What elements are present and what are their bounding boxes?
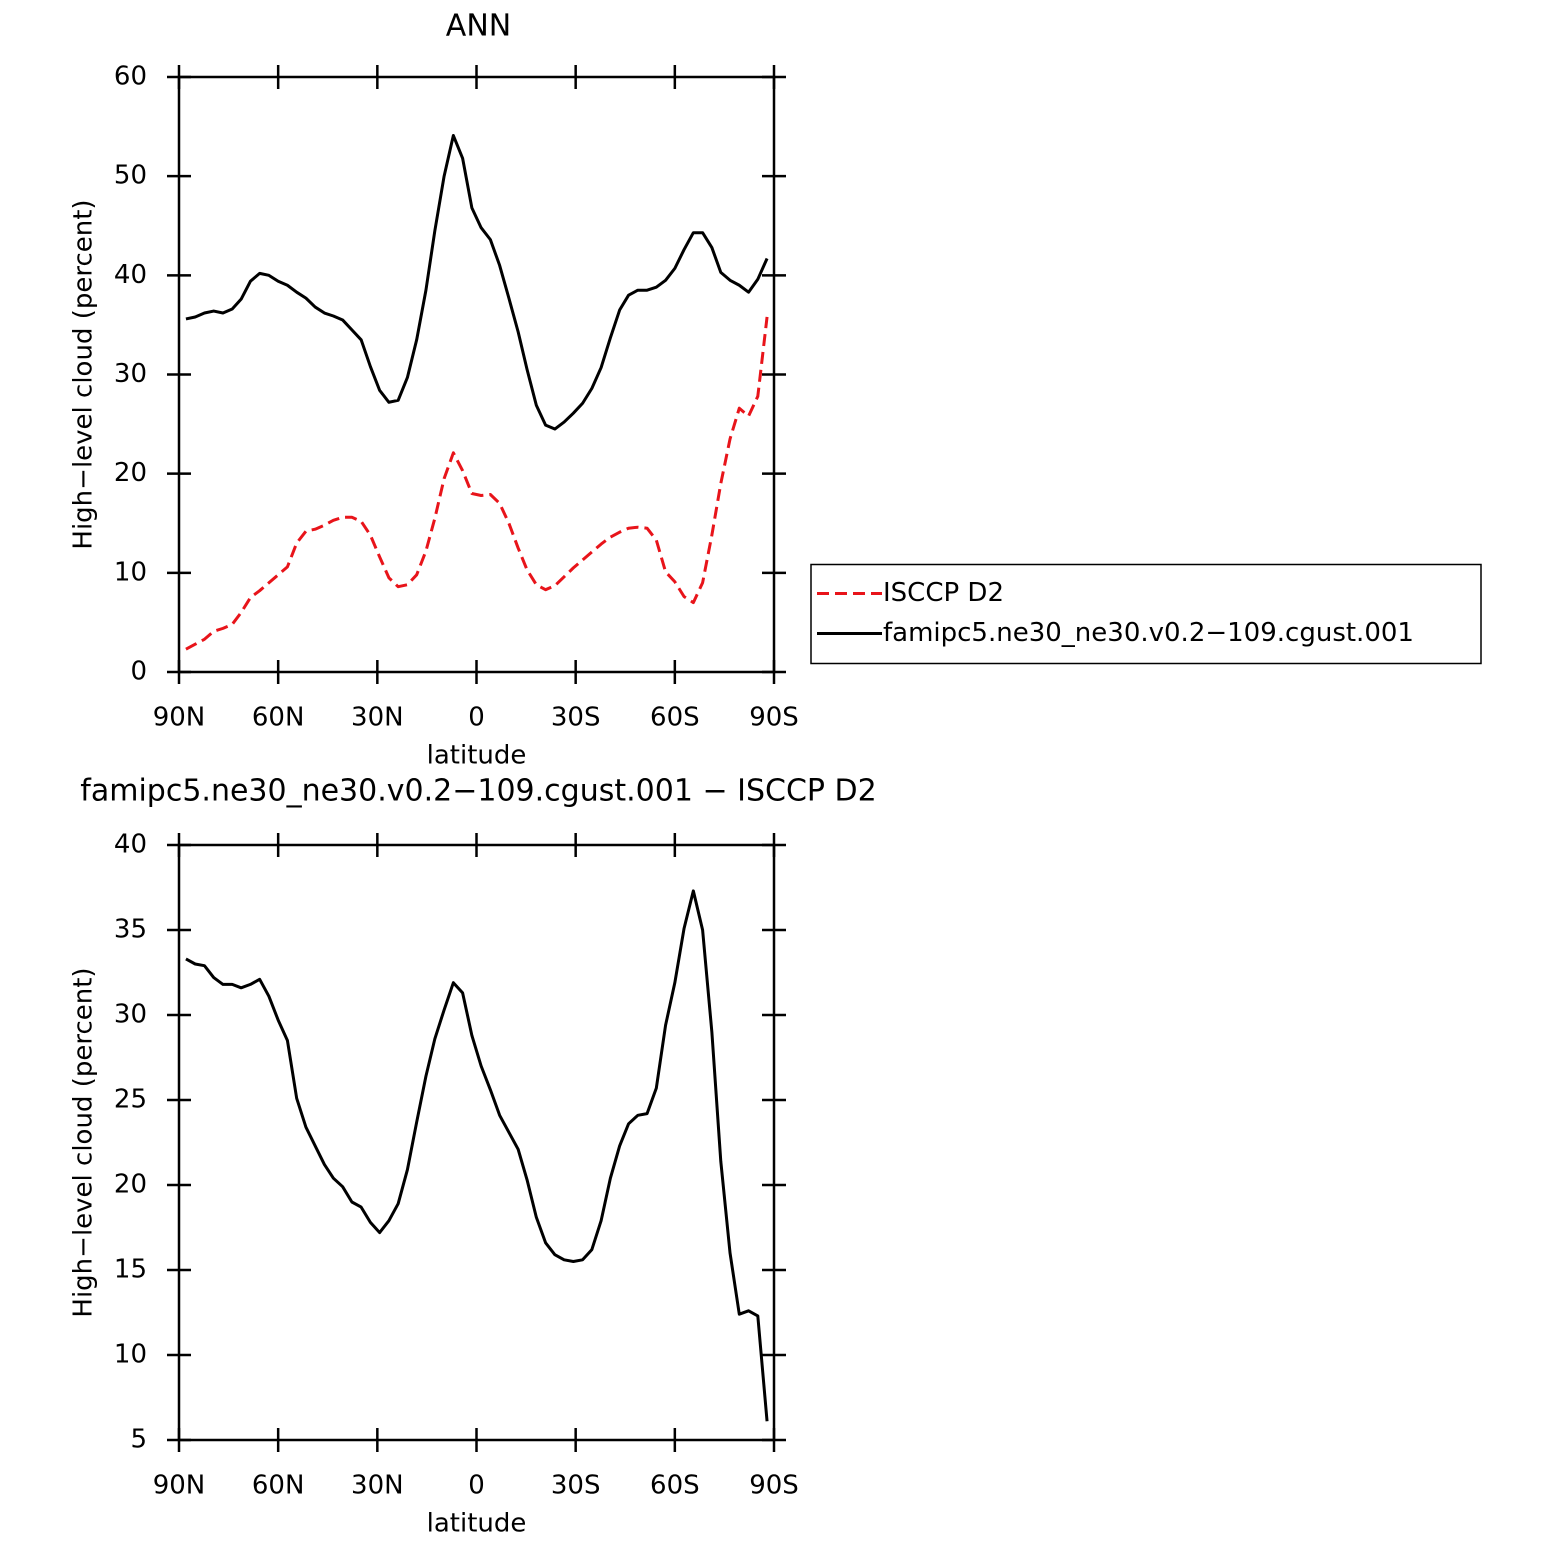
y-tick-label: 20 [114, 458, 147, 488]
x-tick-label: 60N [252, 703, 305, 733]
plot-frame [177, 843, 776, 1442]
y-tick-label: 5 [130, 1425, 147, 1455]
y-tick-label: 30 [114, 1000, 147, 1030]
x-tick-label: 90N [153, 1471, 206, 1501]
y-axis-label: High−level cloud (percent) [69, 967, 99, 1317]
y-tick-label: 25 [114, 1085, 147, 1115]
legend-box [810, 563, 1482, 665]
y-tick-label: 40 [114, 830, 147, 860]
x-tick-label: 90S [749, 703, 799, 733]
x-tick-label: 60S [650, 1471, 700, 1501]
data-line [185, 316, 769, 651]
y-tick-label: 10 [114, 1340, 147, 1370]
x-tick-label: 0 [468, 703, 485, 733]
y-tick-label: 50 [114, 161, 147, 191]
x-tick-label: 30S [551, 1471, 601, 1501]
x-axis-label: latitude [427, 1509, 527, 1539]
x-tick-label: 60S [650, 703, 700, 733]
chart-title: ANN [446, 9, 511, 44]
chart-title: famipc5.ne30_ne30.v0.2−109.cgust.001 − I… [80, 774, 876, 809]
y-tick-label: 30 [114, 359, 147, 389]
y-tick-label: 35 [114, 915, 147, 945]
legend-label: ISCCP D2 [883, 578, 1004, 608]
y-tick-label: 60 [114, 62, 147, 92]
y-tick-label: 20 [114, 1170, 147, 1200]
x-tick-label: 30S [551, 703, 601, 733]
x-tick-label: 90S [749, 1471, 799, 1501]
x-tick-label: 60N [252, 1471, 305, 1501]
x-tick-label: 0 [468, 1471, 485, 1501]
legend-label: famipc5.ne30_ne30.v0.2−109.cgust.001 [883, 618, 1414, 648]
x-tick-label: 30N [351, 703, 404, 733]
y-tick-label: 10 [114, 557, 147, 587]
x-tick-label: 90N [153, 703, 206, 733]
data-line [185, 134, 769, 431]
y-tick-label: 15 [114, 1255, 147, 1285]
y-tick-label: 0 [130, 657, 147, 687]
x-tick-label: 30N [351, 1471, 404, 1501]
y-axis-label: High−level cloud (percent) [69, 199, 99, 549]
y-tick-label: 40 [114, 260, 147, 290]
data-line [185, 889, 769, 1422]
plot-frame [177, 75, 776, 674]
x-axis-label: latitude [427, 741, 527, 771]
